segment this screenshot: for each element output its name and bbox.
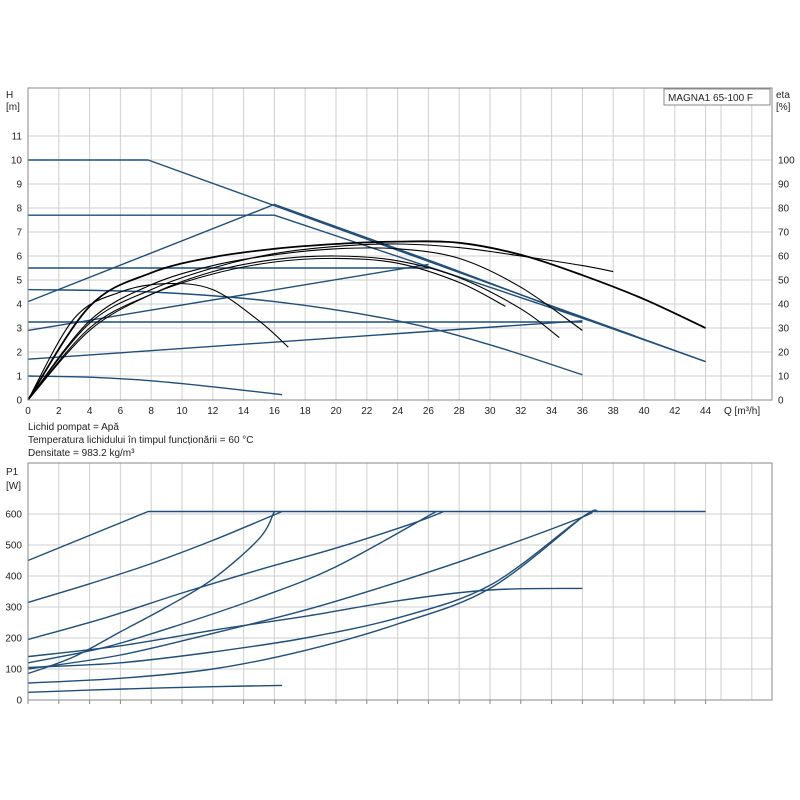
flow-tick-label: 32	[515, 406, 527, 417]
power-series-line-4	[27, 516, 583, 684]
power-tick-label: 0	[16, 696, 22, 707]
eta-tick-label: 30	[778, 324, 790, 335]
eta-tick-label: 10	[778, 372, 790, 383]
power-series-line-8	[27, 684, 283, 693]
flow-tick-label: 10	[176, 406, 188, 417]
flow-tick-label: 30	[484, 406, 496, 417]
power-tick-label: 300	[5, 603, 22, 614]
note-temperature: Temperatura lichidului în timpul funcțio…	[28, 435, 254, 446]
flow-tick-label: 42	[669, 406, 681, 417]
head-chart-frame	[27, 87, 773, 401]
head-axis-unit: [m]	[6, 102, 20, 113]
power-tick-label: 500	[5, 541, 22, 552]
eta-tick-label: 80	[778, 204, 790, 215]
flow-tick-label: 20	[330, 406, 342, 417]
head-chart-series	[27, 159, 706, 401]
power-series-line-9	[27, 509, 599, 669]
head-tick-label: 9	[16, 180, 22, 191]
flow-tick-label: 40	[638, 406, 650, 417]
head-series-line-11	[27, 247, 583, 401]
head-tick-label: 4	[16, 300, 22, 311]
flow-tick-label: 8	[148, 406, 154, 417]
head-series-line-6	[27, 320, 583, 360]
flow-tick-label: 24	[392, 406, 404, 417]
head-tick-label: 10	[11, 156, 23, 167]
flow-tick-label: 16	[269, 406, 281, 417]
head-series-line-1	[28, 214, 706, 363]
power-chart-ticks: 0 100 200 300 400 500 600	[5, 510, 707, 707]
flow-tick-label: 22	[361, 406, 373, 417]
eta-tick-label: 60	[778, 252, 790, 263]
head-chart-ticks: 0 2 4 6 8 10 12 14 16 18 20 22 24 26 28 30 32 34 36 38 40 42 4…	[11, 132, 795, 418]
head-series-line-7	[27, 288, 583, 376]
flow-tick-label: 12	[207, 406, 219, 417]
eta-tick-label: 70	[778, 228, 790, 239]
note-density: Densitate = 983.2 kg/m³	[28, 448, 135, 459]
flow-tick-label: 34	[546, 406, 558, 417]
power-series-line-7	[27, 587, 583, 658]
eta-tick-label: 100	[778, 156, 795, 167]
head-series-line-12	[27, 255, 560, 401]
head-series-line-2	[27, 203, 591, 322]
head-series-line-8	[27, 375, 283, 396]
head-tick-label: 8	[16, 204, 22, 215]
power-chart-grid	[27, 463, 772, 701]
power-axis-label: P1	[6, 467, 19, 478]
flow-tick-label: 2	[56, 406, 62, 417]
power-series-line-0	[27, 510, 706, 562]
flow-tick-label: 44	[700, 406, 712, 417]
power-axis-unit: [W]	[6, 481, 21, 492]
eta-tick-label: 20	[778, 348, 790, 359]
flow-axis-label: Q [m³/h]	[724, 406, 760, 417]
power-series-line-3	[27, 510, 593, 670]
power-series-line-6	[27, 511, 276, 675]
power-tick-label: 600	[5, 510, 22, 521]
flow-tick-label: 18	[300, 406, 312, 417]
chart-title-box	[663, 88, 771, 106]
eta-axis-label: eta	[776, 90, 790, 101]
flow-tick-label: 6	[118, 406, 124, 417]
eta-tick-label: 90	[778, 180, 790, 191]
flow-tick-label: 14	[238, 406, 250, 417]
eta-axis-unit: [%]	[776, 102, 791, 113]
head-series-line-14	[27, 282, 289, 401]
flow-tick-label: 28	[454, 406, 466, 417]
head-tick-label: 7	[16, 228, 22, 239]
flow-tick-label: 26	[423, 406, 435, 417]
power-tick-label: 100	[5, 665, 22, 676]
head-tick-label: 1	[16, 372, 22, 383]
flow-tick-label: 4	[87, 406, 93, 417]
flow-tick-label: 36	[577, 406, 589, 417]
power-tick-label: 200	[5, 634, 22, 645]
head-series-line-9	[27, 240, 706, 401]
power-chart-frame	[27, 462, 773, 701]
flow-tick-label: 0	[25, 406, 31, 417]
eta-tick-label: 40	[778, 300, 790, 311]
head-tick-label: 3	[16, 324, 22, 335]
head-axis-label: H	[6, 90, 13, 101]
power-series-line-1	[27, 510, 283, 604]
head-series-line-13	[27, 257, 506, 401]
power-series-line-2	[27, 510, 445, 641]
power-tick-label: 400	[5, 572, 22, 583]
power-chart-series	[27, 509, 706, 693]
head-tick-label: 11	[12, 132, 23, 143]
chart-title: MAGNA1 65-100 F	[668, 93, 753, 104]
eta-tick-label: 50	[778, 276, 790, 287]
head-tick-label: 5	[16, 276, 22, 287]
head-series-line-10	[27, 243, 614, 401]
eta-tick-label: 0	[778, 396, 784, 407]
head-tick-label: 0	[16, 396, 22, 407]
head-tick-label: 2	[16, 348, 22, 359]
flow-tick-label: 38	[608, 406, 620, 417]
note-liquid: Lichid pompat = Apă	[28, 422, 119, 433]
head-tick-label: 6	[16, 252, 22, 263]
